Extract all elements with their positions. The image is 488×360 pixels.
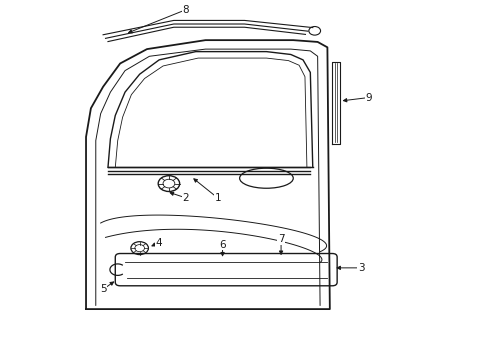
- Text: 9: 9: [365, 93, 371, 103]
- Text: 7: 7: [277, 234, 284, 244]
- Text: 1: 1: [214, 193, 221, 203]
- Text: 4: 4: [156, 238, 162, 248]
- Text: 6: 6: [219, 239, 225, 249]
- Text: 8: 8: [183, 5, 189, 15]
- Text: 2: 2: [183, 193, 189, 203]
- Text: 3: 3: [358, 263, 364, 273]
- Text: 5: 5: [100, 284, 106, 294]
